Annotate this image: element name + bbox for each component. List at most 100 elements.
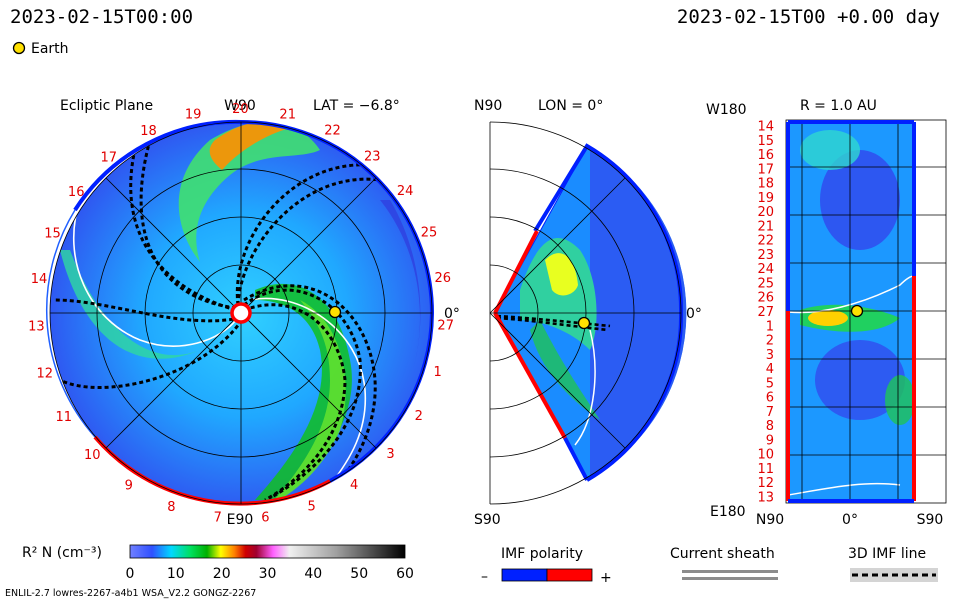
radial-density-peak <box>808 310 848 326</box>
radial-y-label: 8 <box>766 419 774 434</box>
radial-y-label: 16 <box>757 148 774 163</box>
radial-y-label: 23 <box>757 248 774 263</box>
colorbar-tick: 60 <box>396 566 414 582</box>
radial-y-label: 22 <box>757 234 774 249</box>
radial-y-label: 1 <box>766 319 774 334</box>
current-sheath-ecliptic <box>72 199 237 347</box>
current-sheath-radial <box>788 275 914 314</box>
imf-minus-label: – <box>481 569 488 585</box>
meridional-panel: N90 LON = 0° S90 0° <box>474 98 702 528</box>
radial-y-label: 15 <box>757 134 774 149</box>
carrington-label: 23 <box>364 150 381 165</box>
radial-y-label: 2 <box>766 334 774 349</box>
radial-y-label: 17 <box>757 162 774 177</box>
ecliptic-lat-label: LAT = −6.8° <box>313 98 400 114</box>
carrington-label: 3 <box>386 447 394 462</box>
radial-y-label: 21 <box>757 219 774 234</box>
radial-y-label: 18 <box>757 177 774 192</box>
imf-polarity-legend: IMF polarity – + <box>481 546 612 586</box>
imf-positive-swatch <box>546 568 593 582</box>
carrington-label: 12 <box>37 366 54 381</box>
colorbar: R² N (cm⁻³) 0 10 20 30 40 50 60 <box>22 544 414 582</box>
radial-y-label: 7 <box>766 405 774 420</box>
carrington-label: 14 <box>31 272 48 287</box>
radial-y-labels: 1415161718192021222324252627123456789101… <box>757 120 774 506</box>
current-sheath-radial-2 <box>788 482 901 496</box>
imf-line-title: 3D IMF line <box>848 546 926 562</box>
radial-y-label: 4 <box>766 362 774 377</box>
meridional-density-peak <box>545 253 578 296</box>
radial-top-label: W180 <box>706 102 747 118</box>
header-time-right: 2023-02-15T00 +0.00 day <box>677 6 940 28</box>
carrington-label: 5 <box>308 499 316 514</box>
carrington-label: 11 <box>56 410 73 425</box>
radial-x-tick: N90 <box>756 512 784 528</box>
carrington-label: 18 <box>140 124 157 139</box>
radial-y-label: 26 <box>757 291 774 306</box>
current-sheath-title: Current sheath <box>670 546 775 562</box>
sun-inner-boundary <box>230 302 252 324</box>
earth-legend-icon <box>12 41 26 55</box>
carrington-label: 25 <box>421 225 438 240</box>
radial-y-label: 3 <box>766 348 774 363</box>
earth-legend-label: Earth <box>31 41 69 57</box>
imf-field-lines-ecliptic <box>54 129 381 502</box>
meridional-polarity-blue-edge <box>563 437 589 481</box>
ecliptic-right-label: 0° <box>444 306 460 322</box>
imf-polarity-title: IMF polarity <box>501 546 583 562</box>
imf-negative-swatch <box>501 568 548 582</box>
imf-field-lines-meridional <box>496 314 611 332</box>
carrington-label: 16 <box>68 185 85 200</box>
carrington-label: 10 <box>84 448 101 463</box>
radial-density-cyan-1 <box>800 130 860 170</box>
radial-y-label: 20 <box>757 205 774 220</box>
meridional-title: LON = 0° <box>538 98 603 114</box>
radial-y-label: 25 <box>757 277 774 292</box>
carrington-label: 9 <box>125 479 133 494</box>
radial-density-blue-2 <box>815 340 905 420</box>
meridional-polarity-red-bottom <box>493 312 567 439</box>
carrington-label: 17 <box>101 150 118 165</box>
colorbar-tick: 50 <box>350 566 368 582</box>
radial-y-label: 13 <box>757 491 774 506</box>
meridional-grid <box>489 121 682 505</box>
current-sheath-legend: Current sheath <box>670 546 778 580</box>
radial-y-label: 9 <box>766 433 774 448</box>
radial-y-label: 12 <box>757 476 774 491</box>
radial-y-label: 27 <box>757 305 774 320</box>
current-sheath-swatch-2 <box>682 577 778 580</box>
carrington-label: 4 <box>350 478 358 493</box>
carrington-label: 20 <box>232 102 249 117</box>
carrington-label: 22 <box>324 124 341 139</box>
colorbar-ticks: 0 10 20 30 40 50 60 <box>126 566 414 582</box>
radial-y-label: 14 <box>757 120 774 135</box>
ecliptic-title: Ecliptic Plane <box>60 98 153 114</box>
meridional-top-label: N90 <box>474 98 502 114</box>
colorbar-tick: 0 <box>126 566 135 582</box>
radial-density-green-1 <box>885 375 914 425</box>
colorbar-tick: 10 <box>167 566 185 582</box>
colorbar-gradient <box>129 544 406 559</box>
meridional-density-lower <box>530 320 600 420</box>
meridional-right-label: 0° <box>686 306 702 322</box>
header-time-left: 2023-02-15T00:00 <box>10 6 193 28</box>
carrington-label: 1 <box>433 365 441 380</box>
radial-y-label: 6 <box>766 391 774 406</box>
radial-density-blue-1 <box>820 150 900 250</box>
carrington-label: 2 <box>415 409 423 424</box>
meridional-bottom-label: S90 <box>474 512 501 528</box>
density-peak-upper <box>209 122 290 170</box>
carrington-label: 6 <box>261 511 269 526</box>
carrington-label: 27 <box>437 318 454 333</box>
earth-marker-radial <box>850 304 864 318</box>
carrington-label: 8 <box>167 500 175 515</box>
radial-title: R = 1.0 AU <box>800 98 877 114</box>
colorbar-label: R² N (cm⁻³) <box>22 545 102 561</box>
earth-marker-ecliptic <box>328 305 342 319</box>
radial-y-label: 24 <box>757 262 774 277</box>
density-band-left <box>60 250 200 359</box>
carrington-label: 7 <box>214 511 222 526</box>
polarity-rim-blue-north <box>73 119 242 212</box>
radial-bottom-label: E180 <box>710 504 746 520</box>
radial-x-tick: S90 <box>917 512 944 528</box>
